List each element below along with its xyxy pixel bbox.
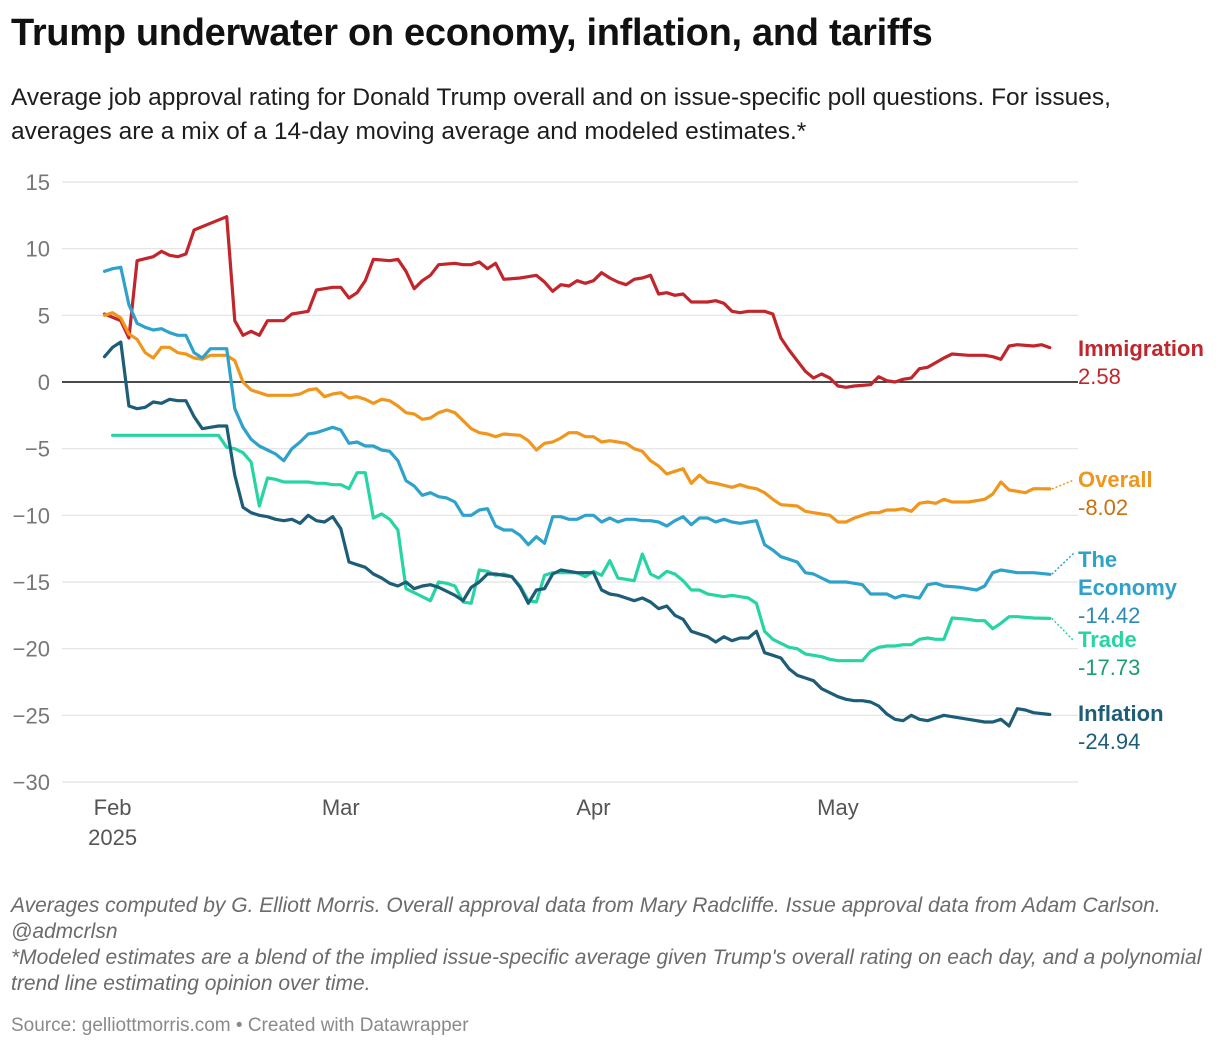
y-tick-label: 5 [38,303,50,328]
chart-notes: Averages computed by G. Elliott Morris. … [11,893,1211,997]
series-name-line: Economy [1078,575,1178,600]
x-tick-sublabel: 2025 [88,825,137,850]
leader-line-overall [1051,479,1075,490]
series-name-the-economy: The Economy [1078,547,1178,600]
y-tick-label: −5 [25,437,50,462]
y-tick-label: −15 [13,570,50,595]
methodology-note: *Modeled estimates are a blend of the im… [11,946,1202,995]
leader-line-the-economy [1051,552,1075,575]
series-value-immigration: 2.58 [1078,364,1121,389]
series-value-the-economy: -14.42 [1078,603,1140,628]
series-name-line: The [1078,547,1117,572]
y-tick-label: 10 [26,237,50,262]
line-chart: 15 10 5 0 −5 −10 −15 −20 −25 −30 Feb 2025 Mar Apr May… [13,170,1204,850]
series-end-labels: Immigration 2.58 Overall -8.02 The Economy -14… [1051,336,1204,754]
source-credit: Source: gelliottmorris.com • Created wit… [11,1015,469,1036]
line-the-economy [102,265,1052,600]
series-lines [102,215,1052,728]
x-tick-label: Mar [322,795,360,820]
attribution-note: Averages computed by G. Elliott Morris. … [11,894,1161,943]
series-name-overall: Overall [1078,467,1153,492]
y-tick-label: 15 [26,170,50,195]
y-tick-label: −20 [13,637,50,662]
leader-line-trade [1051,617,1075,642]
chart-subtitle: Average job approval rating for Donald T… [11,84,1111,145]
series-name-inflation: Inflation [1078,701,1164,726]
series-value-trade: -17.73 [1078,655,1140,680]
series-name-trade: Trade [1078,627,1137,652]
x-axis-tick-labels: Feb 2025 Mar Apr May [88,795,859,850]
x-tick-label: May [817,795,859,820]
x-tick-label: Feb [94,795,132,820]
gridlines [62,181,1078,783]
line-overall [102,311,1052,524]
y-tick-label: −10 [13,503,50,528]
x-tick-label: Apr [576,795,610,820]
chart-title: Trump underwater on economy, inflation, … [11,12,933,54]
y-tick-label: −25 [13,703,50,728]
line-immigration [102,215,1052,389]
series-value-inflation: -24.94 [1078,729,1140,754]
line-trade [111,433,1052,663]
series-name-immigration: Immigration [1078,336,1204,361]
series-value-overall: -8.02 [1078,495,1128,520]
y-tick-label: −30 [13,770,50,795]
y-axis-tick-labels: 15 10 5 0 −5 −10 −15 −20 −25 −30 [13,170,50,795]
y-tick-label: 0 [38,370,50,395]
line-inflation [102,340,1052,728]
